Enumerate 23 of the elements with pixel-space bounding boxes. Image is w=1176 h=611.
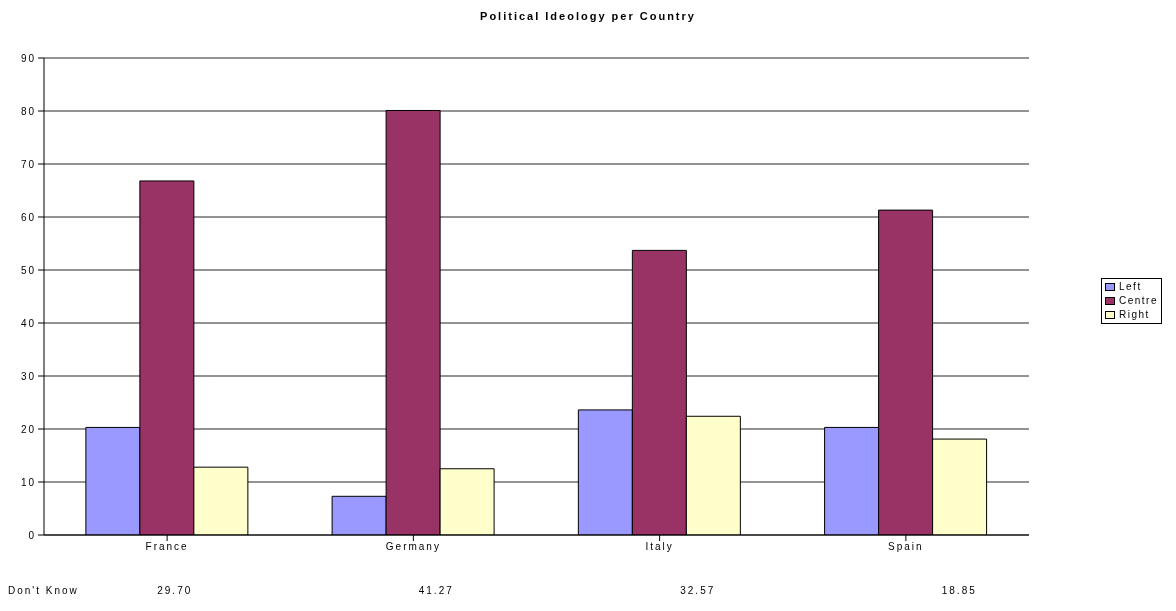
text: 32.57 bbox=[679, 585, 717, 596]
y-tick-label: 60 bbox=[20, 211, 36, 223]
legend-label: Left bbox=[1118, 281, 1142, 292]
y-tick-label: 70 bbox=[20, 158, 36, 170]
y-tick-label: 10 bbox=[20, 476, 36, 488]
x-tick-label: Spain bbox=[888, 541, 924, 553]
x-tick-label: Italy bbox=[645, 541, 674, 553]
y-tick-label: 30 bbox=[20, 370, 36, 382]
x-tick-label: Germany bbox=[385, 541, 441, 553]
y-tick-label: 20 bbox=[20, 423, 36, 435]
y-tick-label: 40 bbox=[20, 317, 36, 329]
y-tick-label: 50 bbox=[20, 264, 36, 276]
text: 18.85 bbox=[940, 585, 978, 596]
chart-title: Political Ideology per Country bbox=[479, 10, 697, 22]
y-tick-label: 0 bbox=[28, 529, 36, 541]
x-tick-label: France bbox=[145, 541, 189, 553]
legend-label: Centre bbox=[1118, 295, 1158, 306]
text: 29.70 bbox=[156, 585, 194, 596]
text: Don't Know bbox=[8, 585, 79, 596]
legend-label: Right bbox=[1118, 309, 1150, 320]
text: 41.27 bbox=[417, 585, 455, 596]
y-tick-label: 80 bbox=[20, 105, 36, 117]
y-tick-label: 90 bbox=[20, 52, 36, 64]
